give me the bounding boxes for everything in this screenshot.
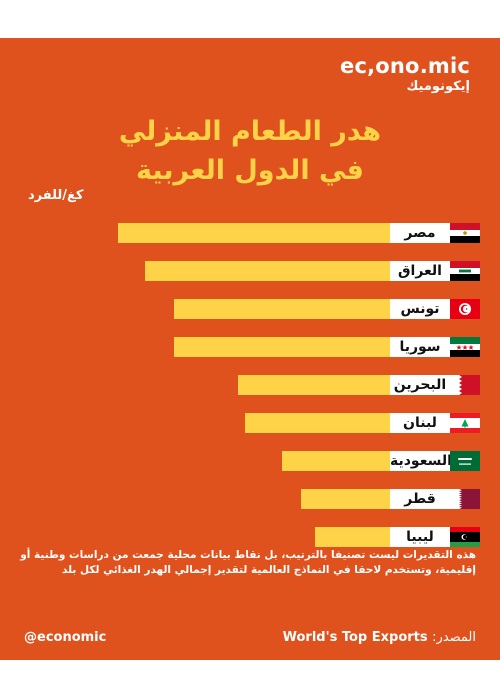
chart-title-line1: هدر الطعام المنزلي — [118, 116, 382, 147]
brand-logo: ec,ono.mic إيكونوميك — [340, 54, 470, 95]
source-label: المصدر: — [432, 630, 476, 645]
source-credit: المصدر: World's Top Exports — [283, 630, 476, 645]
methodology-note: هذه التقديرات ليست تصنيفا بالترتيب، بل ن… — [20, 549, 476, 576]
source-value: World's Top Exports — [282, 630, 428, 645]
tunisia-flag-icon — [450, 299, 480, 319]
country-label-8: ليبيا — [390, 527, 450, 547]
country-label-4: البحرين — [390, 375, 450, 395]
bahrain-flag-icon — [450, 375, 480, 395]
lebanon-flag-icon — [450, 413, 480, 433]
syria-flag-icon — [450, 337, 480, 357]
bar-3 — [174, 337, 450, 357]
saudi-flag-icon — [450, 451, 480, 471]
social-handle: @economic — [24, 630, 107, 645]
qatar-flag-icon — [450, 489, 480, 509]
libya-flag-icon — [450, 527, 480, 547]
country-label-3: سوريا — [390, 337, 450, 357]
iraq-flag-icon — [450, 261, 480, 281]
country-label-1: العراق — [390, 261, 450, 281]
bar-2 — [174, 299, 450, 319]
bar-0 — [118, 223, 450, 243]
chart-title-line2: في الدول العربية — [136, 155, 364, 186]
country-label-0: مصر — [390, 223, 450, 243]
infographic-card: ec,ono.mic إيكونوميك هدر الطعام المنزلي … — [0, 38, 500, 660]
country-label-7: قطر — [390, 489, 450, 509]
brand-name-ar: إيكونوميك — [406, 79, 470, 94]
bar-1 — [145, 261, 450, 281]
country-label-6: السعودية — [390, 451, 452, 471]
egypt-flag-icon — [450, 223, 480, 243]
brand-name-en: ec,ono.mic — [340, 54, 470, 78]
country-label-5: لبنان — [390, 413, 450, 433]
unit-label: كغ/للفرد — [28, 188, 84, 203]
country-label-2: تونس — [390, 299, 450, 319]
